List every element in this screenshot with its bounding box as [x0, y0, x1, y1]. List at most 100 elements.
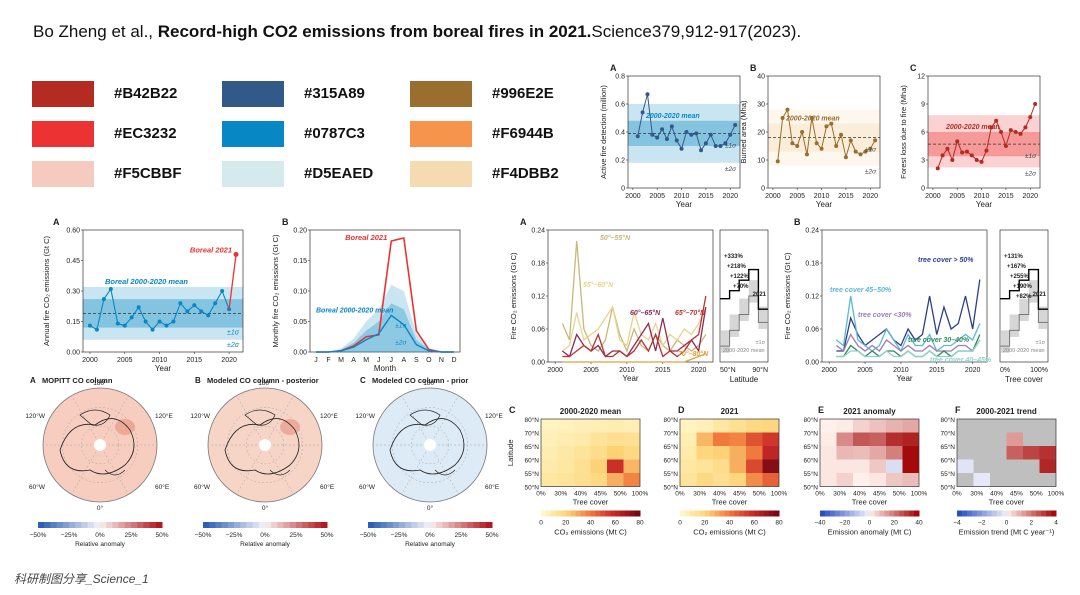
data-point	[733, 123, 738, 127]
heatmap-cell	[902, 419, 919, 433]
colorbar-tick: 25%	[454, 532, 467, 539]
colorbar-swatch	[69, 522, 76, 528]
heatmap-cell	[902, 473, 919, 487]
data-point	[115, 321, 120, 326]
heatmap-cell	[973, 432, 990, 446]
band-label: ±2σ	[1025, 170, 1037, 177]
heatmap-cell	[574, 473, 591, 487]
latitude-circle	[245, 425, 285, 465]
inset-xtick: 50°N	[720, 366, 736, 374]
colorbar-tick: 4	[1054, 520, 1058, 527]
y-tick-label: 65°N	[663, 443, 678, 451]
band-label: ±1σ	[1025, 153, 1037, 160]
colorbar-tick: 20	[562, 520, 570, 527]
heatmap-cell	[713, 473, 730, 487]
y-tick-label: 50°N	[803, 484, 818, 492]
heatmap-cell	[836, 419, 853, 433]
y-tick-label: 12	[917, 74, 925, 81]
x-tick-label: 2010	[893, 367, 909, 374]
x-axis-label: Tree cover	[989, 498, 1025, 507]
colorbar-swatch	[137, 522, 144, 528]
heatmap-cell	[957, 473, 974, 487]
y-tick-label: 0	[761, 186, 765, 193]
heatmap-cell	[820, 432, 837, 446]
mean-label: 2000-2020 mean	[645, 113, 700, 120]
swatch-label: #F4DBB2	[492, 165, 559, 182]
heatmap-cell	[957, 446, 974, 460]
colorbar-tick: 40	[915, 520, 923, 527]
y-tick-label: 70°N	[663, 430, 678, 438]
meridian	[429, 444, 459, 495]
x-tick-label: 40%	[853, 491, 866, 498]
heatmap-title: 2021	[721, 407, 739, 416]
x-tick-label: 2010	[674, 193, 690, 200]
heatmap-cell	[680, 432, 697, 446]
colorbar-swatch	[296, 522, 303, 528]
heatmap-cell	[557, 446, 574, 460]
swatch-label: #0787C3	[304, 125, 365, 142]
data-point	[157, 319, 162, 324]
panel-letter: F	[955, 405, 961, 415]
colorbar-swatch	[884, 510, 890, 517]
colorbar-swatch	[302, 522, 309, 528]
longitude-label: 60°E	[485, 483, 500, 491]
longitude-label: 180°	[93, 379, 107, 387]
colorbar-tick: 20	[701, 520, 709, 527]
map-title: Modeled CO column - posterior	[207, 376, 319, 385]
colorbar-label: Relative anomaly	[75, 541, 126, 548]
panel-letter: C	[910, 63, 917, 73]
data-point	[679, 146, 684, 151]
inset-xtick: 100%	[1030, 367, 1048, 374]
colorbar-swatch	[630, 510, 636, 517]
percent-label: +70%	[733, 284, 749, 290]
inset-band-label: ±1σ	[756, 340, 766, 346]
heatmap-cell	[1023, 459, 1040, 473]
colorbar-swatch	[729, 510, 735, 517]
colorbar-tick: −50%	[195, 532, 212, 539]
heatmap-cell	[680, 446, 697, 460]
heatmap-cell	[1006, 459, 1023, 473]
heatmap-cell	[973, 459, 990, 473]
colorbar-tick: −40	[814, 520, 825, 527]
colorbar-swatch	[869, 510, 875, 517]
x-tick-label: 40%	[713, 491, 726, 498]
x-tick-label: A	[401, 357, 406, 364]
y-tick-label: 65°N	[524, 443, 539, 451]
x-tick-label: 2010	[619, 367, 635, 374]
percent-label: +167%	[1007, 264, 1027, 270]
meridian	[401, 395, 431, 446]
band-step	[1009, 314, 1020, 337]
swatch-label: #EC3232	[114, 125, 177, 142]
colorbar-swatch	[829, 510, 836, 517]
y-tick-label: 20	[757, 130, 765, 137]
colorbar-swatch	[986, 510, 993, 517]
data-point	[819, 146, 824, 151]
panel-letter: A	[610, 63, 617, 73]
band-label: ±2σ	[725, 166, 737, 173]
x-tick-label: F	[326, 357, 330, 364]
inset-series-label: 2021	[1033, 292, 1047, 298]
colorbar-swatch	[100, 522, 107, 528]
meridian	[71, 444, 101, 495]
x-tick-label: 45%	[594, 491, 607, 498]
y-tick-label: 60°N	[803, 457, 818, 465]
x-tick-label: 2020	[862, 193, 878, 200]
y-tick-label: 0.18	[531, 261, 545, 268]
panel-letter: D	[678, 405, 685, 415]
series-label: tree cover <30%	[858, 312, 912, 319]
y-tick-label: 80°N	[524, 416, 539, 424]
pole-hole	[424, 439, 436, 451]
heatmap-cell	[557, 459, 574, 473]
y-tick-label: 50°N	[663, 484, 678, 492]
y-tick-label: 0.10	[293, 289, 307, 296]
colorbar-swatch	[423, 522, 431, 528]
colorbar-swatch	[203, 522, 210, 528]
x-axis-label: Year	[976, 200, 993, 209]
colorbar-tick: 60	[612, 520, 620, 527]
y-tick-label: 0.8	[615, 74, 625, 81]
heatmap-cell	[590, 419, 607, 433]
series-label: 65°–70°N	[675, 309, 706, 317]
data-point	[853, 149, 858, 154]
panel-letter: B	[195, 376, 201, 385]
colorbar-tick: 0%	[260, 532, 270, 539]
